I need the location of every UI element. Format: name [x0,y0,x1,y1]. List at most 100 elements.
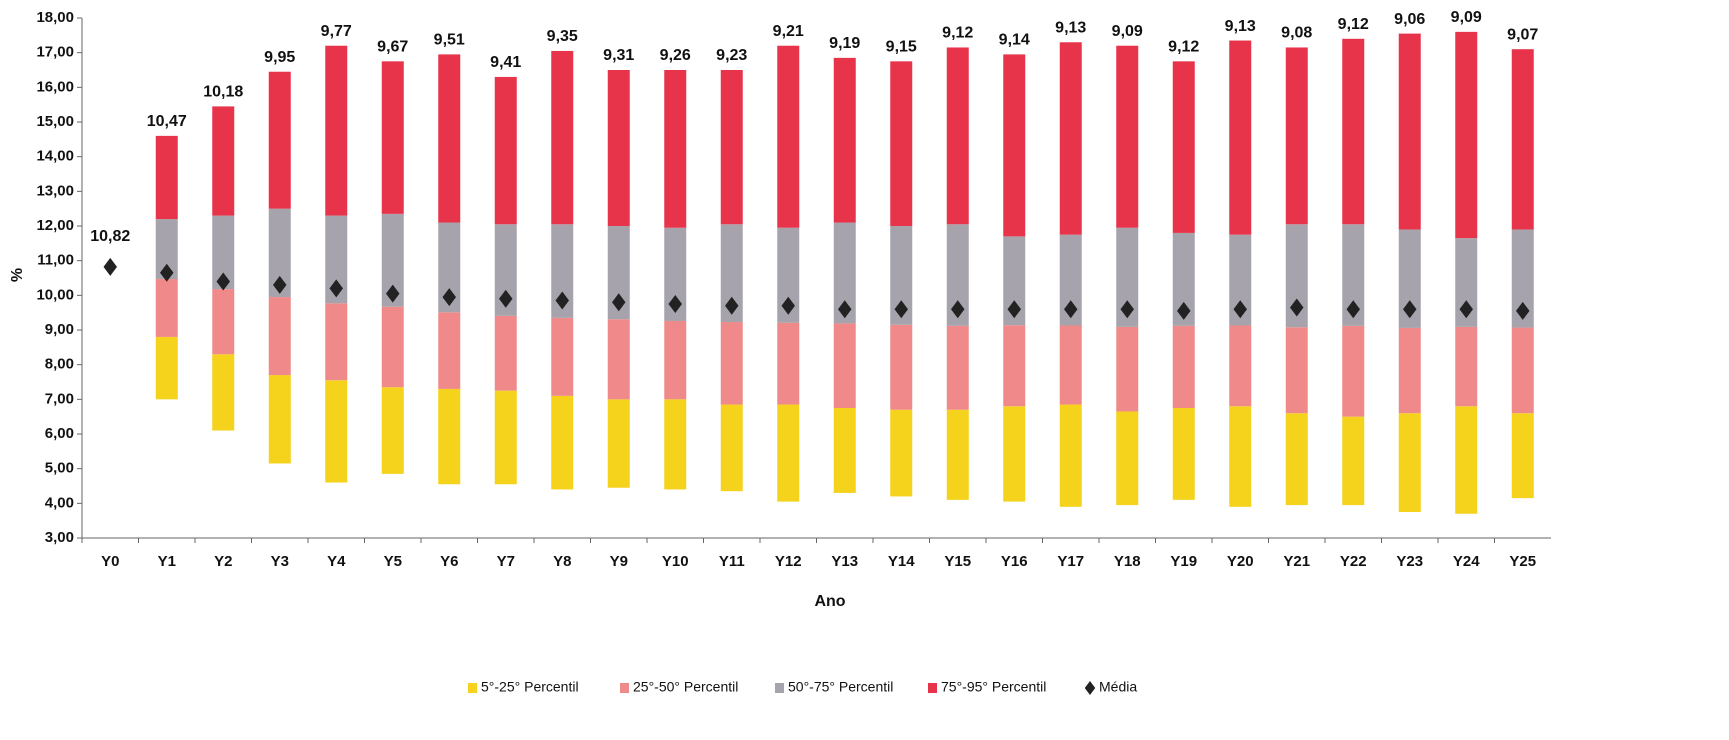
legend-swatch [775,683,784,693]
bar-segment [664,227,687,321]
bar-segment [1398,229,1421,328]
bar-segment [1285,224,1308,328]
x-tick-label: Y3 [271,553,289,570]
bar-segment [494,224,517,316]
mean-marker [951,300,965,319]
x-tick-label: Y6 [440,553,458,570]
bar-segment [1342,224,1365,326]
bar-segment [325,215,348,304]
x-tick-label: Y22 [1340,553,1367,570]
y-tick-label: 3,00 [45,529,74,546]
mean-marker [1177,301,1191,320]
data-label: 10,82 [90,228,130,245]
x-tick-label: Y24 [1453,553,1480,570]
bar-segment [494,390,517,485]
x-tick-label: Y7 [497,553,515,570]
x-tick-label: Y11 [719,553,745,570]
bar-segment [1172,232,1195,326]
bar-segment [212,106,235,216]
bar-segment [1455,326,1478,407]
bar-segment [438,222,461,313]
data-label: 9,21 [773,23,804,40]
bar-segment [494,315,517,391]
x-tick-label: Y15 [944,553,971,570]
bar-segment [1285,47,1308,225]
legend-label: 75°-95° Percentil [941,679,1046,695]
data-label: 9,08 [1281,25,1312,42]
data-label: 9,13 [1225,18,1256,35]
data-label: 9,09 [1451,9,1482,26]
y-tick-label: 4,00 [45,494,74,511]
data-label: 10,18 [203,84,243,101]
bar-segment [1116,326,1139,412]
data-label: 9,07 [1507,26,1538,43]
bar-segment [438,388,461,485]
bar-segment [494,76,517,225]
bar-segment [1398,413,1421,512]
bar-segment [664,399,687,490]
data-label: 9,31 [603,47,634,64]
bar-segment [1003,406,1026,502]
bar-segment [551,224,574,318]
mean-marker [499,289,513,308]
legend-swatch [468,683,477,693]
bar-segment [777,322,800,405]
mean-marker [781,296,795,315]
bar-segment [155,279,178,337]
data-label: 9,19 [829,35,860,52]
x-tick-label: Y2 [214,553,232,570]
bar-segment [607,70,630,226]
bar-segment [1229,234,1252,326]
bar-segment [268,375,291,464]
bar-segment [1059,404,1082,507]
bar-segment [438,312,461,389]
mean-marker [1120,300,1134,319]
bar-segment [1398,327,1421,414]
mean-marker [442,288,456,307]
bar-segment [777,404,800,502]
bar-segment [1511,327,1534,414]
data-label: 9,51 [434,32,465,49]
bar-segment [1342,325,1365,417]
mean-marker [273,275,287,294]
bar-segment [268,208,291,298]
mean-marker [103,257,117,276]
x-tick-label: Y8 [553,553,571,570]
data-label: 9,14 [999,32,1030,49]
legend-label: 5°-25° Percentil [481,679,579,695]
mean-marker [668,295,682,313]
x-axis-title: Ano [814,593,845,610]
bar-segment [1455,238,1478,327]
bar-segment [1342,38,1365,225]
mean-marker [1290,298,1304,317]
bar-segment [1059,234,1082,326]
bar-segment [833,408,856,493]
bar-segment [268,297,291,376]
bar-segment [155,219,178,280]
bar-segment [1003,236,1026,326]
x-tick-label: Y21 [1283,553,1310,570]
bar-segment [833,323,856,408]
bar-segment [1511,49,1534,230]
y-tick-label: 7,00 [45,390,74,407]
x-tick-label: Y18 [1114,553,1141,570]
x-tick-label: Y23 [1396,553,1423,570]
bar-segment [1285,413,1308,506]
bar-segment [720,404,743,492]
data-label: 9,23 [716,47,747,64]
legend-label: 25°-50° Percentil [633,679,738,695]
data-label: 9,15 [886,39,917,56]
mean-marker [1403,300,1417,319]
bar-segment [777,227,800,323]
mean-marker [838,300,852,319]
x-tick-label: Y13 [831,553,858,570]
bar-segment [1003,54,1026,237]
bar-segment [777,45,800,228]
y-tick-label: 5,00 [45,460,74,477]
mean-marker [1346,300,1360,319]
x-tick-label: Y14 [888,553,915,570]
mean-marker [329,279,343,298]
data-label: 9,67 [377,39,408,56]
data-label: 9,13 [1055,19,1086,36]
bar-segment [1229,406,1252,507]
